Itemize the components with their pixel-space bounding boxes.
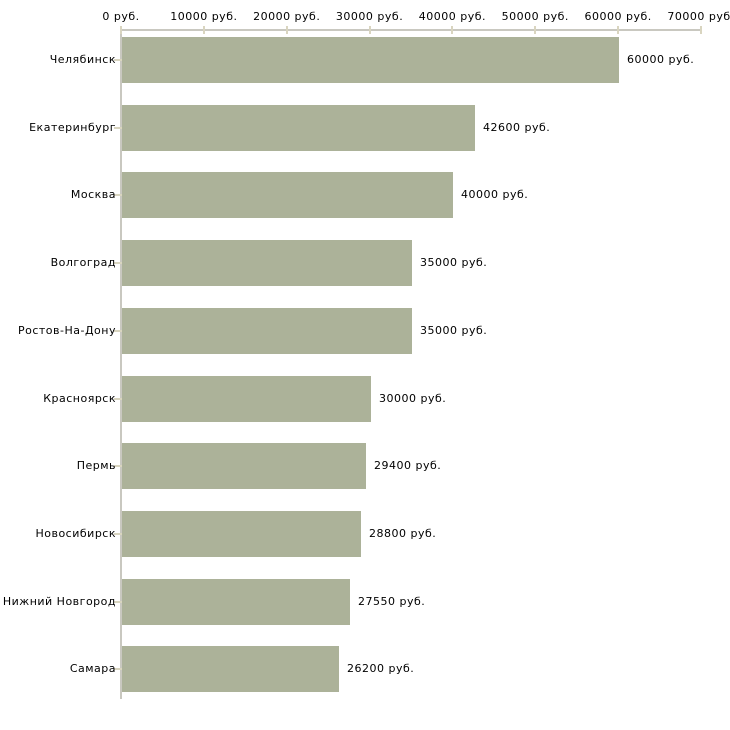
- bar: [122, 37, 619, 83]
- y-axis-tick-mark: [114, 59, 122, 61]
- x-axis-tick-mark: [368, 26, 371, 34]
- y-axis-tick-mark: [114, 533, 122, 535]
- value-label: 40000 руб.: [461, 188, 529, 201]
- x-axis-tick-label: 30000 руб.: [335, 10, 404, 23]
- y-axis-tick-mark: [114, 194, 122, 196]
- category-label: Екатеринбург: [29, 121, 116, 134]
- x-axis-tick-mark: [202, 26, 205, 34]
- y-axis-tick-mark: [114, 127, 122, 129]
- bar: [122, 579, 350, 625]
- x-axis-line: [121, 29, 701, 31]
- x-axis-tick-mark: [534, 26, 537, 34]
- bar: [122, 240, 412, 286]
- value-label: 29400 руб.: [374, 459, 442, 472]
- category-label: Самара: [69, 662, 116, 675]
- category-label: Челябинск: [49, 53, 116, 66]
- y-axis-tick-mark: [114, 330, 122, 332]
- value-label: 35000 руб.: [420, 324, 488, 337]
- bar: [122, 172, 453, 218]
- value-label: 60000 руб.: [627, 53, 695, 66]
- y-axis-tick-mark: [114, 398, 122, 400]
- x-axis-tick-label: 0 руб.: [102, 10, 140, 23]
- category-label: Нижний Новгород: [2, 595, 116, 608]
- x-axis-tick-label: 50000 руб.: [501, 10, 569, 23]
- y-axis-tick-mark: [114, 668, 122, 670]
- category-label: Новосибирск: [35, 527, 116, 540]
- x-axis-tick-mark: [617, 26, 620, 34]
- category-label: Красноярск: [43, 392, 116, 405]
- bar: [122, 376, 371, 422]
- value-label: 30000 руб.: [379, 392, 447, 405]
- y-axis-tick-mark: [114, 465, 122, 467]
- bar: [122, 443, 366, 489]
- category-label: Москва: [70, 188, 116, 201]
- x-axis-tick-label: 20000 руб.: [253, 10, 321, 23]
- bar: [122, 646, 339, 692]
- x-axis-tick-mark: [285, 26, 288, 34]
- bar: [122, 105, 475, 151]
- category-label: Пермь: [76, 459, 116, 472]
- value-label: 42600 руб.: [483, 121, 551, 134]
- x-axis-tick-label: 60000 руб.: [584, 10, 652, 23]
- value-label: 26200 руб.: [347, 662, 415, 675]
- y-axis-line: [120, 29, 122, 699]
- x-axis-tick-mark: [451, 26, 454, 34]
- category-label: Ростов-На-Дону: [17, 324, 116, 337]
- x-axis-tick-mark: [120, 26, 122, 34]
- category-label: Волгоград: [50, 256, 116, 269]
- bar: [122, 511, 361, 557]
- value-label: 27550 руб.: [358, 595, 426, 608]
- x-axis-tick-label: 10000 руб.: [170, 10, 238, 23]
- y-axis-tick-mark: [114, 601, 122, 603]
- y-axis-tick-mark: [114, 262, 122, 264]
- bar: [122, 308, 412, 354]
- value-label: 35000 руб.: [420, 256, 488, 269]
- x-axis-tick-label: 70000 руб.: [667, 10, 730, 23]
- x-axis-tick-mark: [700, 26, 702, 34]
- x-axis-tick-label: 40000 руб.: [418, 10, 487, 23]
- value-label: 28800 руб.: [369, 527, 437, 540]
